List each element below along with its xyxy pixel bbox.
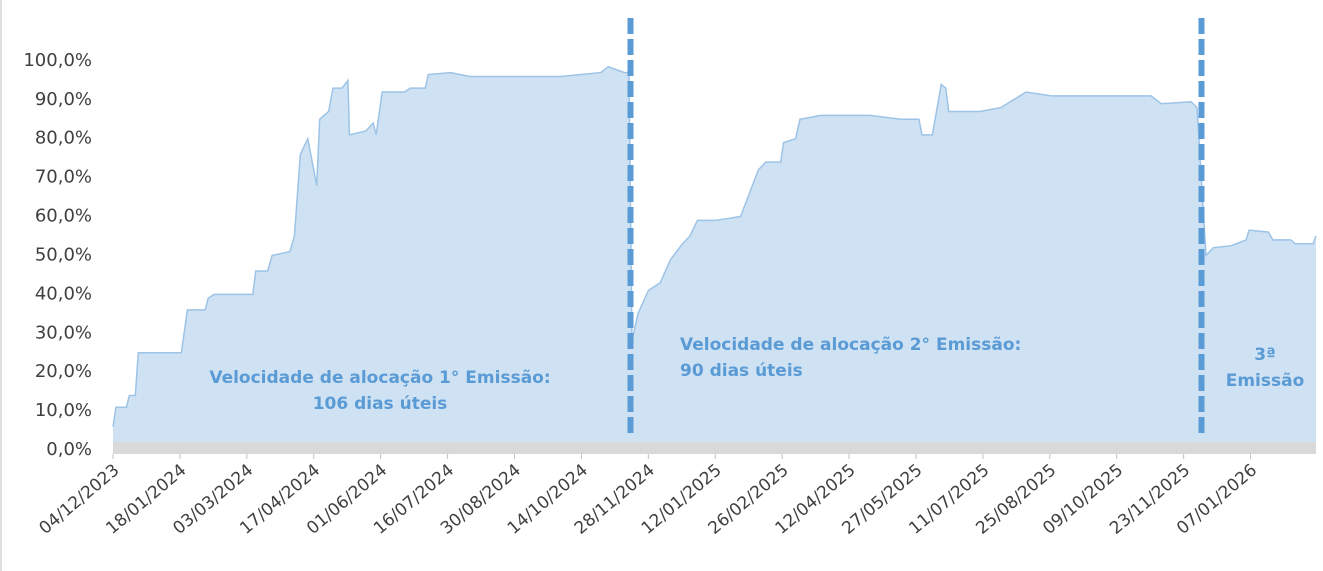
y-tick-label: 20,0% [35, 361, 92, 382]
y-tick-label: 40,0% [35, 283, 92, 304]
y-tick-label: 80,0% [35, 128, 92, 149]
y-tick-label: 10,0% [35, 400, 92, 421]
y-tick-label: 0,0% [46, 439, 92, 460]
x-axis-band [113, 442, 1316, 454]
annotation: 90 dias úteis [680, 361, 803, 381]
annotation: 106 dias úteis [313, 394, 448, 414]
y-tick-label: 60,0% [35, 206, 92, 227]
annotation: Velocidade de alocação 2° Emissão: [680, 335, 1021, 355]
y-tick-label: 70,0% [35, 167, 92, 188]
annotation: 3ª [1254, 345, 1275, 365]
y-tick-label: 50,0% [35, 244, 92, 265]
y-tick-label: 30,0% [35, 322, 92, 343]
annotation: Emissão [1226, 371, 1305, 391]
area [113, 66, 1316, 450]
y-tick-label: 100,0% [23, 50, 92, 71]
annotation: Velocidade de alocação 1° Emissão: [209, 368, 550, 388]
area-line [112, 65, 1317, 427]
y-tick-label: 90,0% [35, 89, 92, 110]
